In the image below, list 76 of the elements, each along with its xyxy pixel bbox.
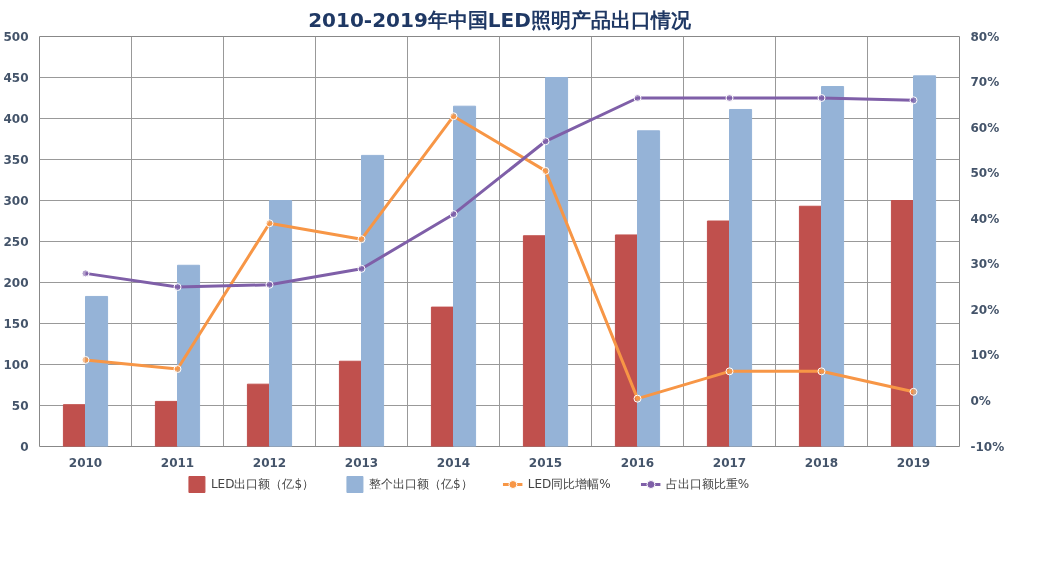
point	[633, 394, 642, 403]
point	[541, 166, 550, 175]
chart-title: 2010-2019年中国LED照明产品出口情况	[308, 7, 692, 32]
y2-tick-label: 70%	[970, 75, 1000, 90]
y-tick-label: 350	[3, 153, 29, 167]
y2-tick-label: 10%	[970, 348, 1000, 363]
point	[81, 269, 90, 278]
legend-label: 整个出口额（亿$）	[369, 475, 473, 493]
y2-tick-label: 30%	[970, 257, 1000, 272]
bar	[913, 75, 937, 447]
point	[357, 235, 366, 244]
bar	[798, 205, 822, 447]
point	[173, 283, 182, 292]
y2-tick-label: 80%	[970, 29, 1000, 44]
y-tick-label: 0	[20, 440, 29, 454]
bar	[338, 360, 362, 447]
x-tick-label: 2018	[804, 455, 839, 470]
bar	[545, 77, 569, 447]
x-tick-label: 2014	[436, 455, 471, 470]
bar	[614, 234, 638, 447]
point	[909, 96, 918, 105]
point	[81, 355, 90, 364]
point	[357, 264, 366, 273]
point	[449, 210, 458, 219]
bar	[890, 200, 914, 447]
x-tick-label: 2015	[528, 455, 563, 470]
y2-tick-label: 60%	[970, 120, 1000, 135]
y2-tick-label: -10%	[970, 439, 1005, 454]
point	[541, 137, 550, 146]
y-tick-label: 400	[3, 112, 29, 126]
legend-label: LED同比增幅%	[527, 475, 611, 493]
point	[173, 365, 182, 374]
y2-tick-label: 50%	[970, 166, 1000, 181]
bar	[821, 86, 845, 447]
y-tick-label: 100	[3, 358, 29, 372]
bar	[453, 105, 477, 447]
bar	[361, 154, 385, 447]
y-tick-label: 450	[3, 71, 29, 85]
point	[817, 367, 826, 376]
point	[909, 387, 918, 396]
x-tick-label: 2017	[712, 455, 747, 470]
x-tick-label: 2013	[344, 455, 379, 470]
legend-label: 占出口额比重%	[665, 475, 750, 493]
y2-tick-label: 0%	[970, 393, 991, 408]
y-tick-label: 200	[3, 276, 29, 290]
y2-tick-label: 20%	[970, 302, 1000, 317]
bar	[177, 264, 201, 447]
point	[633, 94, 642, 102]
bar	[430, 306, 454, 447]
x-tick-label: 2019	[896, 455, 931, 470]
bar	[85, 295, 109, 447]
bar	[522, 235, 546, 447]
y-tick-label: 300	[3, 194, 29, 208]
x-tick-label: 2012	[252, 455, 287, 470]
x-tick-label: 2011	[160, 455, 195, 470]
y-tick-label: 250	[3, 235, 29, 249]
bar	[729, 108, 753, 447]
point	[725, 367, 734, 376]
bar	[246, 383, 270, 447]
bar	[154, 400, 178, 447]
point	[725, 94, 734, 102]
x-tick-label: 2016	[620, 455, 655, 470]
y-tick-label: 500	[3, 30, 29, 44]
y2-tick-label: 40%	[970, 211, 1000, 226]
legend-label: LED出口额（亿$）	[210, 475, 315, 493]
bar	[62, 404, 86, 447]
bar	[637, 130, 661, 447]
point	[265, 219, 274, 228]
y-tick-label: 150	[3, 317, 29, 331]
x-tick-label: 2010	[68, 455, 103, 470]
bar	[269, 200, 293, 447]
point	[817, 94, 826, 102]
point	[265, 280, 274, 289]
y-tick-label: 50	[11, 399, 29, 413]
bar	[706, 220, 730, 447]
point	[449, 112, 458, 121]
